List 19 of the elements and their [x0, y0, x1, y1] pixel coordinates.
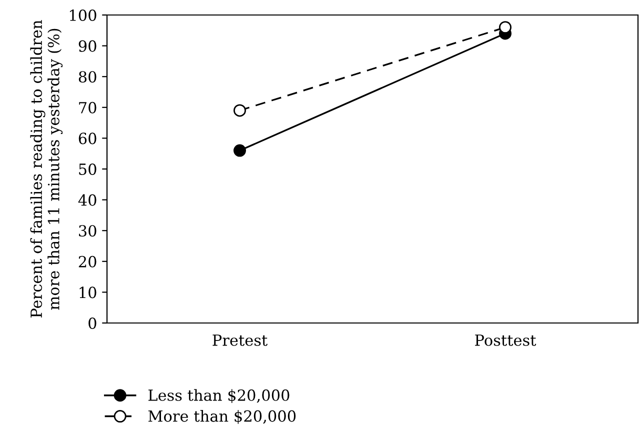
- x-tick-label: Posttest: [475, 334, 536, 346]
- y-tick-label: 70: [79, 102, 96, 114]
- legend-label: Less than $20,000: [148, 389, 290, 403]
- legend-label: More than $20,000: [148, 410, 296, 424]
- point: [499, 21, 512, 34]
- y-axis-title: Percent of families reading to children more than 11 minutes yesterday (%): [30, 20, 63, 318]
- y-tick-label: 50: [79, 163, 96, 176]
- y-tick-label: 40: [78, 194, 96, 206]
- y-tick-label: 10: [80, 286, 96, 298]
- y-tick-label: 20: [78, 256, 96, 268]
- y-tick-label: 0: [88, 317, 96, 330]
- point: [234, 104, 246, 117]
- y-tick-label: 100: [70, 9, 96, 22]
- x-tick-label: Pretest: [212, 334, 268, 346]
- y-tick-label: 30: [79, 225, 96, 237]
- y-tick-label: 80: [78, 71, 96, 83]
- point: [234, 144, 246, 157]
- y-tick-label: 90: [78, 40, 96, 52]
- y-tick-label: 60: [78, 132, 96, 144]
